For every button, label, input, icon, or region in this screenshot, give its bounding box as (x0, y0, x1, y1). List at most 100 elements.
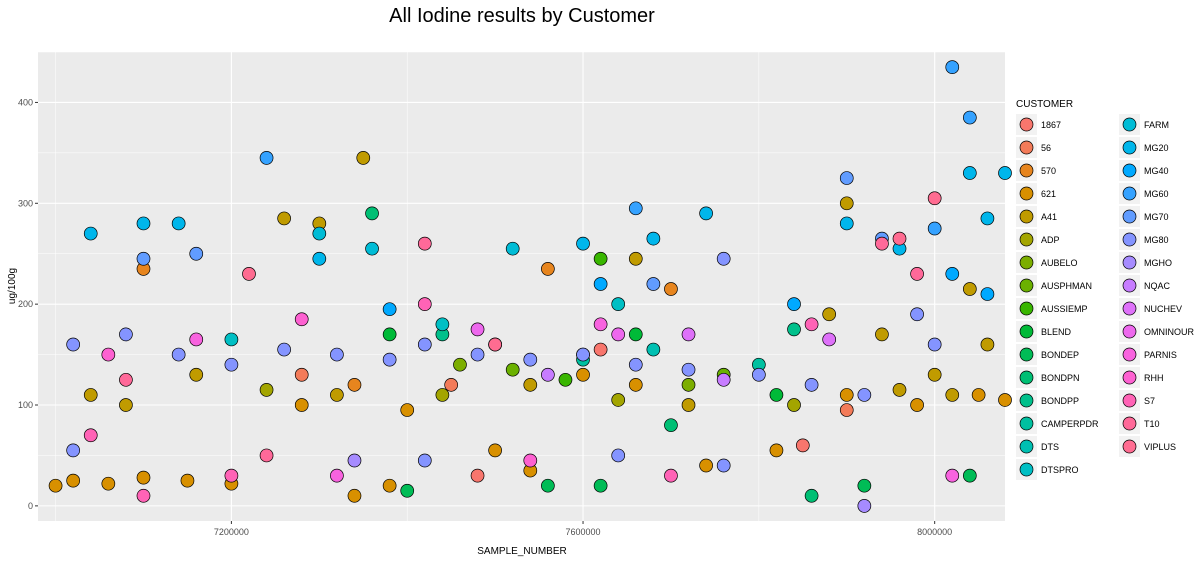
legend-item-bondpp: BONDPP (1016, 390, 1079, 411)
data-point (927, 221, 942, 236)
legend-label: VIPLUS (1144, 442, 1176, 452)
data-point (294, 367, 309, 382)
legend-swatch (1019, 324, 1034, 339)
data-point (171, 216, 186, 231)
legend-swatch (1122, 117, 1137, 132)
data-point (66, 337, 81, 352)
legend-label: NUCHEV (1144, 304, 1182, 314)
data-point (980, 337, 995, 352)
data-point (400, 483, 415, 498)
legend-label: AUSSIEMP (1041, 304, 1088, 314)
data-point (628, 377, 643, 392)
legend-label: PARNIS (1144, 350, 1177, 360)
data-point (365, 206, 379, 221)
legend-swatch (1122, 439, 1137, 454)
data-point (804, 317, 819, 332)
data-point (787, 297, 801, 312)
data-point (681, 398, 696, 412)
legend-swatch (1122, 140, 1137, 155)
series-mg40 (382, 267, 995, 317)
data-point (875, 327, 889, 342)
data-point (189, 367, 204, 382)
series-mg60 (259, 60, 977, 236)
data-point (136, 251, 151, 266)
data-point (356, 151, 371, 165)
legend-swatch (1019, 462, 1034, 477)
data-point (277, 211, 291, 226)
data-point (83, 226, 98, 241)
data-point (417, 337, 432, 352)
data-point (664, 282, 678, 296)
legend-swatch (1019, 117, 1034, 132)
data-point (189, 332, 204, 347)
legend-label: ADP (1041, 235, 1060, 245)
data-point (795, 438, 810, 453)
data-point (576, 367, 590, 382)
x-axis-title: SAMPLE_NUMBER (477, 546, 566, 557)
legend-item-nuchev: NUCHEV (1119, 298, 1182, 319)
legend-title: CUSTOMER (1016, 99, 1073, 110)
x-tick-label: 8000000 (917, 527, 952, 537)
legend-label: MG70 (1144, 212, 1169, 222)
data-point (365, 241, 379, 256)
data-point (224, 357, 239, 372)
data-point (716, 372, 731, 387)
data-point (541, 367, 555, 382)
data-point (962, 166, 977, 180)
legend-swatch (1122, 209, 1137, 224)
axes: 7200000 7600000 8000000 0 100 200 300 400 (18, 97, 952, 537)
data-point (417, 297, 432, 312)
series-570 (136, 261, 678, 392)
legend-item-rhh: RHH (1119, 367, 1164, 388)
data-point (927, 337, 942, 352)
data-point (576, 347, 590, 362)
legend-swatch (1019, 416, 1034, 431)
data-point (470, 347, 485, 362)
data-point (839, 388, 854, 402)
data-point (962, 468, 977, 483)
series-1867 (470, 342, 810, 483)
legend-label: FARM (1144, 120, 1169, 130)
data-point (681, 377, 696, 392)
panel-background (38, 52, 1005, 521)
data-point (716, 251, 731, 266)
series-nuchev (681, 327, 837, 347)
legend-swatch (1019, 209, 1034, 224)
data-point (628, 327, 643, 342)
data-point (558, 372, 573, 387)
legend-swatch (1122, 347, 1137, 362)
data-point (347, 488, 362, 503)
legend-item-mg40: MG40 (1119, 160, 1169, 181)
data-point (927, 367, 942, 382)
legend-label: MG40 (1144, 166, 1169, 176)
series-bondep (400, 468, 977, 498)
data-point (593, 478, 608, 493)
data-point (945, 60, 960, 74)
legend-swatch (1019, 255, 1034, 270)
legend-item-a41: A41 (1016, 206, 1057, 227)
data-point (347, 453, 362, 468)
data-point (171, 347, 186, 362)
data-point (330, 388, 344, 402)
legend-label: 1867 (1041, 120, 1061, 130)
data-point (998, 166, 1012, 180)
legend-label: BONDEP (1041, 350, 1079, 360)
data-point (136, 488, 151, 503)
data-point (681, 362, 696, 377)
data-point (681, 327, 696, 342)
data-point (646, 342, 661, 357)
legend-item-dts: DTS (1016, 436, 1059, 457)
legend-swatch (1122, 416, 1137, 431)
data-point (980, 211, 995, 226)
data-point (927, 191, 942, 206)
legend-swatch (1122, 393, 1137, 408)
series-mgho (347, 453, 872, 513)
data-point (189, 246, 204, 261)
data-point (857, 478, 872, 493)
legend-label: BLEND (1041, 327, 1072, 337)
data-point (136, 470, 151, 485)
data-point (259, 383, 274, 397)
data-point (980, 287, 995, 301)
data-point (664, 418, 678, 433)
data-point (699, 206, 713, 221)
